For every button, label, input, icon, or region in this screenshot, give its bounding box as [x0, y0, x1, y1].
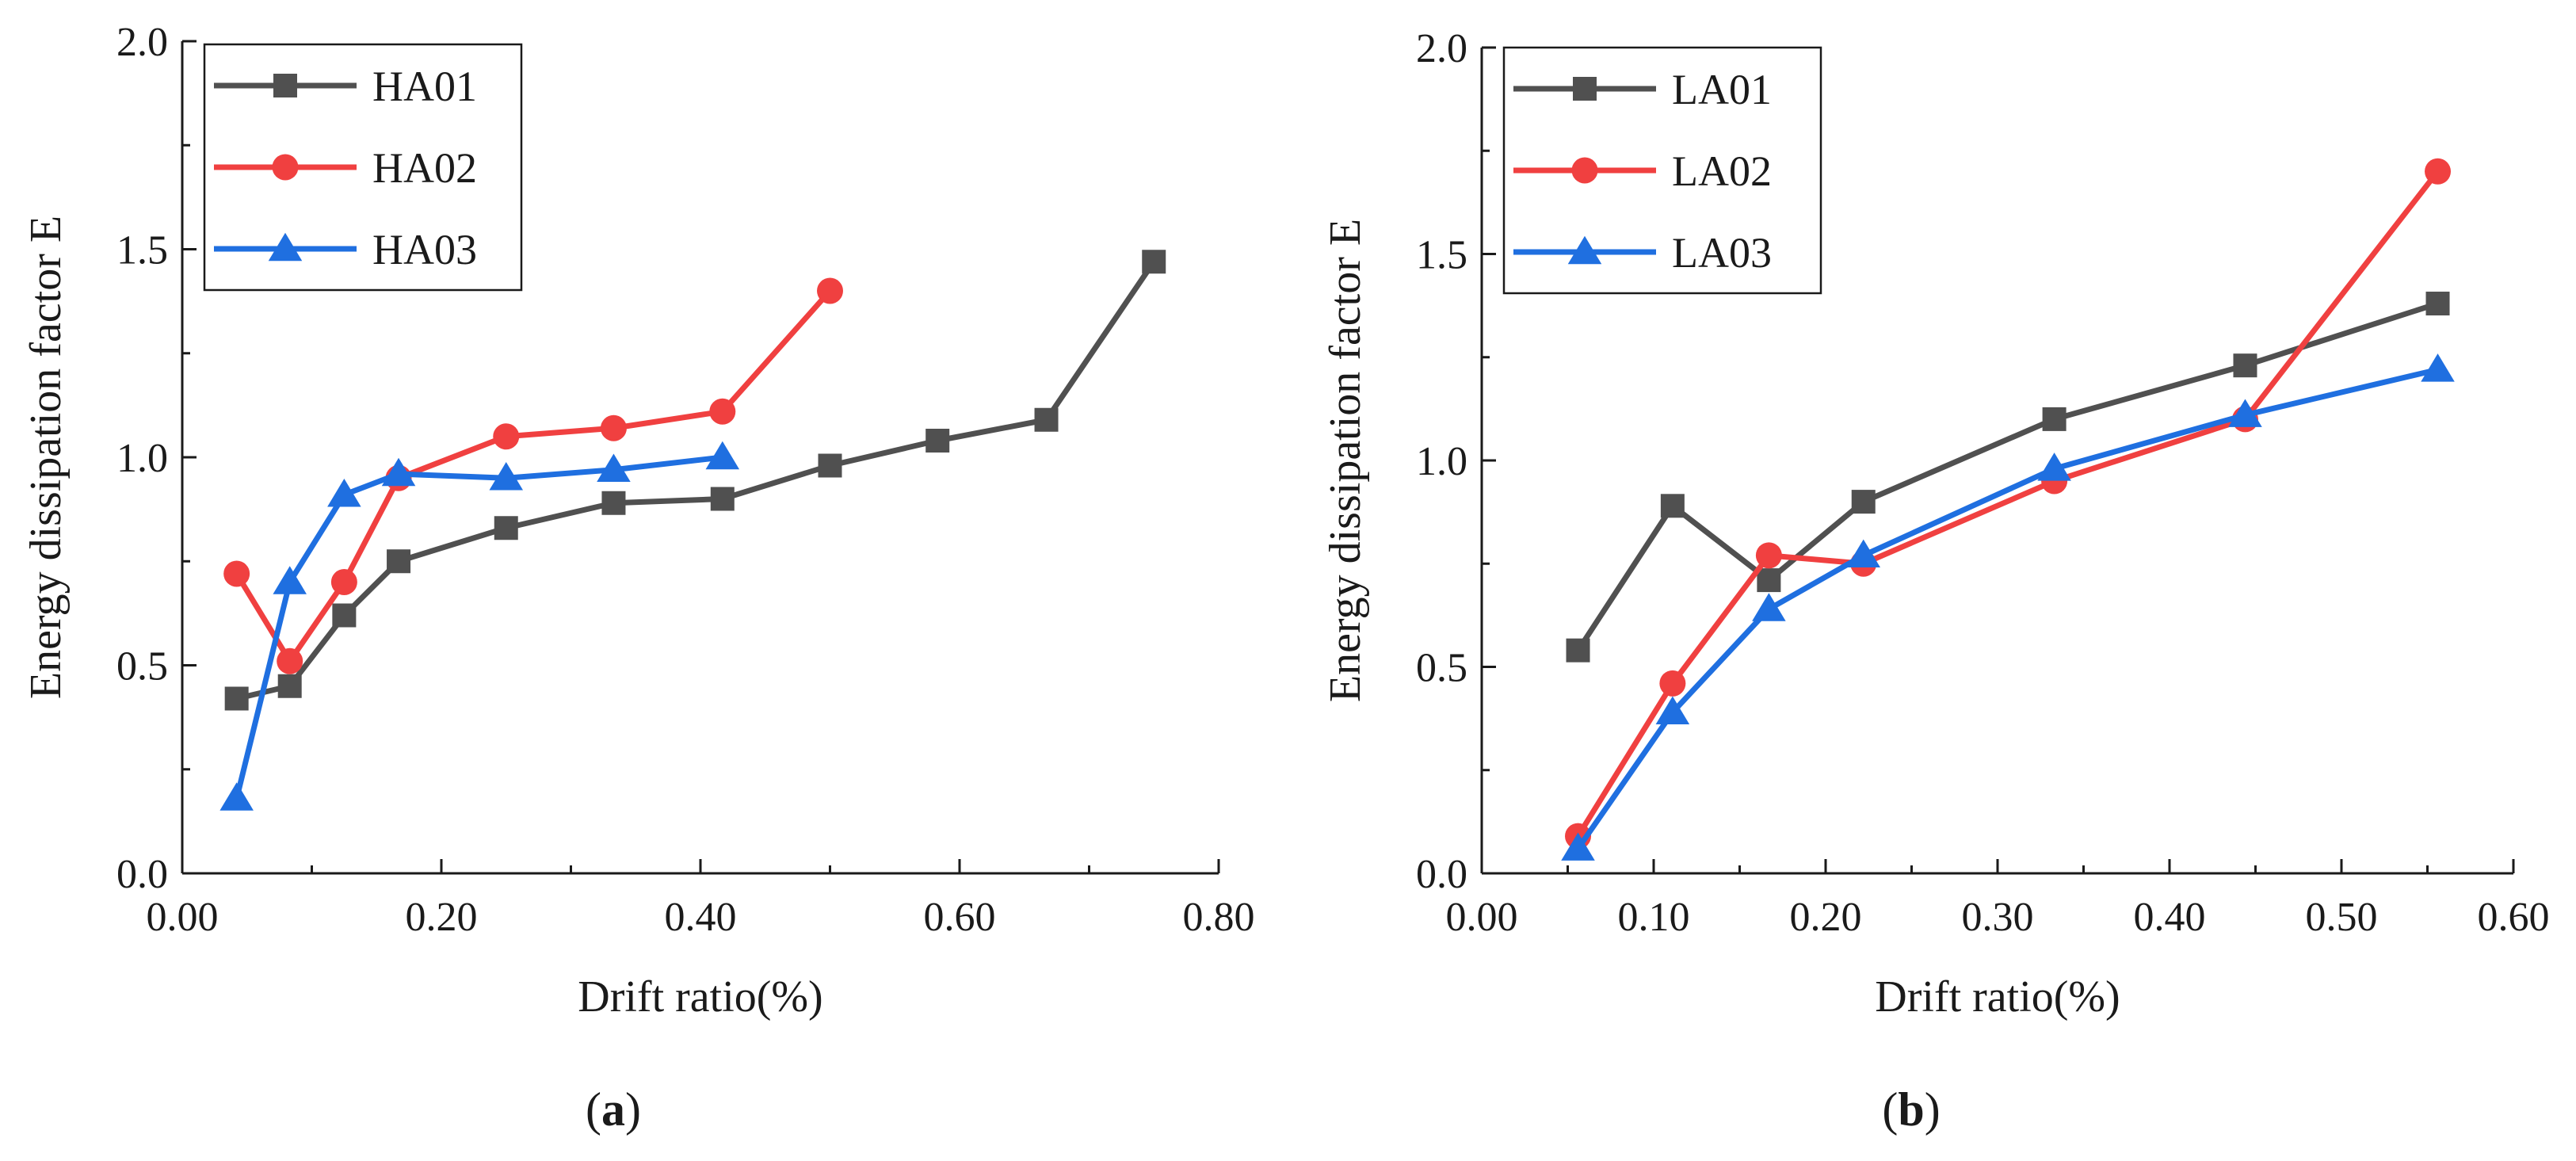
- data-point-ha01: [601, 491, 626, 515]
- y-tick-label: 0.0: [116, 852, 168, 897]
- y-tick-label: 2.0: [116, 20, 168, 65]
- data-point-ha03: [597, 453, 631, 482]
- panel-label-close: ): [1925, 1083, 1941, 1136]
- panel-label-close: ): [625, 1083, 641, 1136]
- y-axis-title: Energy dissipation factor E: [21, 216, 71, 699]
- data-point-la01: [2425, 292, 2450, 316]
- x-tick-label: 0.80: [1183, 895, 1255, 940]
- y-axis-title: Energy dissipation factor E: [1321, 219, 1370, 702]
- legend-marker-la01: [1573, 77, 1597, 101]
- legend-label-ha01: HA01: [372, 63, 477, 110]
- data-point-ha01: [1142, 250, 1166, 274]
- chart-a: 0.00 0.20 0.40 0.60 0.80 0.0 0.5 1.0 1.5 2.0 Drift…: [21, 20, 1255, 1136]
- data-point-ha03: [327, 479, 361, 507]
- panel-label-a: (a): [586, 1083, 641, 1136]
- legend-label-la01: LA01: [1672, 66, 1772, 113]
- y-tick-label: 0.0: [1416, 852, 1467, 897]
- data-point-ha02: [709, 398, 736, 425]
- y-tick-label: 1.0: [1416, 439, 1467, 484]
- x-axis-title: Drift ratio(%): [1875, 972, 2120, 1022]
- panel-label-b: (b): [1882, 1083, 1940, 1136]
- data-point-ha03: [273, 566, 307, 594]
- data-point-ha01: [1034, 407, 1059, 432]
- legend-marker-la03: [1567, 235, 1602, 265]
- chart-b: 0.00 0.10 0.20 0.30 0.40 0.50 0.60 0.0 0.5 1.0 1.5…: [1321, 26, 2550, 1136]
- data-point-ha02: [330, 569, 357, 595]
- data-point-ha03: [705, 441, 740, 470]
- legend-marker-ha02: [272, 154, 299, 181]
- legend-marker-ha01: [273, 74, 297, 97]
- data-point-la01: [1566, 638, 1590, 663]
- x-axis-title: Drift ratio(%): [578, 972, 822, 1022]
- data-point-la03: [1655, 696, 1690, 724]
- data-point-ha02: [600, 414, 627, 441]
- data-point-ha02: [817, 277, 843, 304]
- data-point-la01: [2042, 407, 2067, 431]
- x-tick-label: 0.60: [2478, 895, 2550, 940]
- data-point-la03: [2421, 353, 2455, 382]
- data-point-ha01: [224, 686, 249, 711]
- y-tick-label: 0.5: [1416, 646, 1467, 691]
- legend-marker-la02: [1571, 157, 1598, 184]
- panel-label-letter: a: [601, 1083, 625, 1136]
- x-tick-label: 0.00: [147, 895, 219, 940]
- y-tick-label: 1.5: [1416, 233, 1467, 278]
- panel-label-letter: b: [1898, 1083, 1924, 1136]
- data-point-ha02: [223, 560, 250, 587]
- data-point-ha03: [489, 462, 524, 491]
- legend-label-ha02: HA02: [372, 144, 477, 192]
- data-point-ha01: [332, 603, 357, 628]
- legend-label-la02: LA02: [1672, 147, 1772, 195]
- data-point-la03: [2228, 399, 2262, 427]
- legend-label-ha03: HA03: [372, 226, 477, 273]
- y-tick-label: 1.5: [116, 228, 168, 273]
- x-tick-label: 0.40: [665, 895, 737, 940]
- data-point-ha02: [493, 423, 520, 450]
- series-line-ha02: [234, 288, 833, 664]
- legend-label-la03: LA03: [1672, 229, 1772, 277]
- data-point-ha01: [494, 516, 518, 540]
- data-point-la01: [2233, 353, 2257, 378]
- data-point-la01: [1851, 490, 1876, 514]
- data-point-la02: [2425, 158, 2452, 185]
- data-point-la03: [1752, 593, 1786, 621]
- data-point-ha01: [710, 487, 735, 511]
- x-tick-label: 0.30: [1962, 895, 2034, 940]
- panel-label-open: (: [1882, 1083, 1898, 1136]
- data-point-ha01: [387, 549, 411, 574]
- x-tick-label: 0.00: [1446, 895, 1518, 940]
- data-point-ha01: [925, 429, 950, 453]
- data-point-la03: [2037, 453, 2071, 481]
- y-tick-label: 1.0: [116, 436, 168, 481]
- panel-label-open: (: [586, 1083, 601, 1136]
- x-tick-label: 0.60: [924, 895, 996, 940]
- x-tick-label: 0.50: [2306, 895, 2378, 940]
- data-point-ha03: [381, 457, 416, 487]
- x-tick-label: 0.20: [1790, 895, 1862, 940]
- data-point-la02: [1659, 670, 1686, 697]
- data-point-la01: [1757, 568, 1781, 593]
- data-point-la03: [1846, 539, 1881, 568]
- data-point-ha01: [818, 453, 842, 478]
- data-point-la02: [1755, 542, 1782, 569]
- data-point-la01: [1660, 494, 1685, 518]
- y-tick-label: 0.5: [116, 644, 168, 689]
- data-point-ha03: [219, 782, 254, 811]
- data-point-ha02: [277, 647, 303, 674]
- x-tick-label: 0.20: [406, 895, 478, 940]
- legend-marker-ha03: [268, 232, 303, 262]
- data-point-la03: [1561, 832, 1595, 861]
- x-tick-label: 0.10: [1618, 895, 1690, 940]
- y-tick-label: 2.0: [1416, 26, 1467, 71]
- data-point-ha01: [277, 674, 302, 698]
- x-tick-label: 0.40: [2134, 895, 2206, 940]
